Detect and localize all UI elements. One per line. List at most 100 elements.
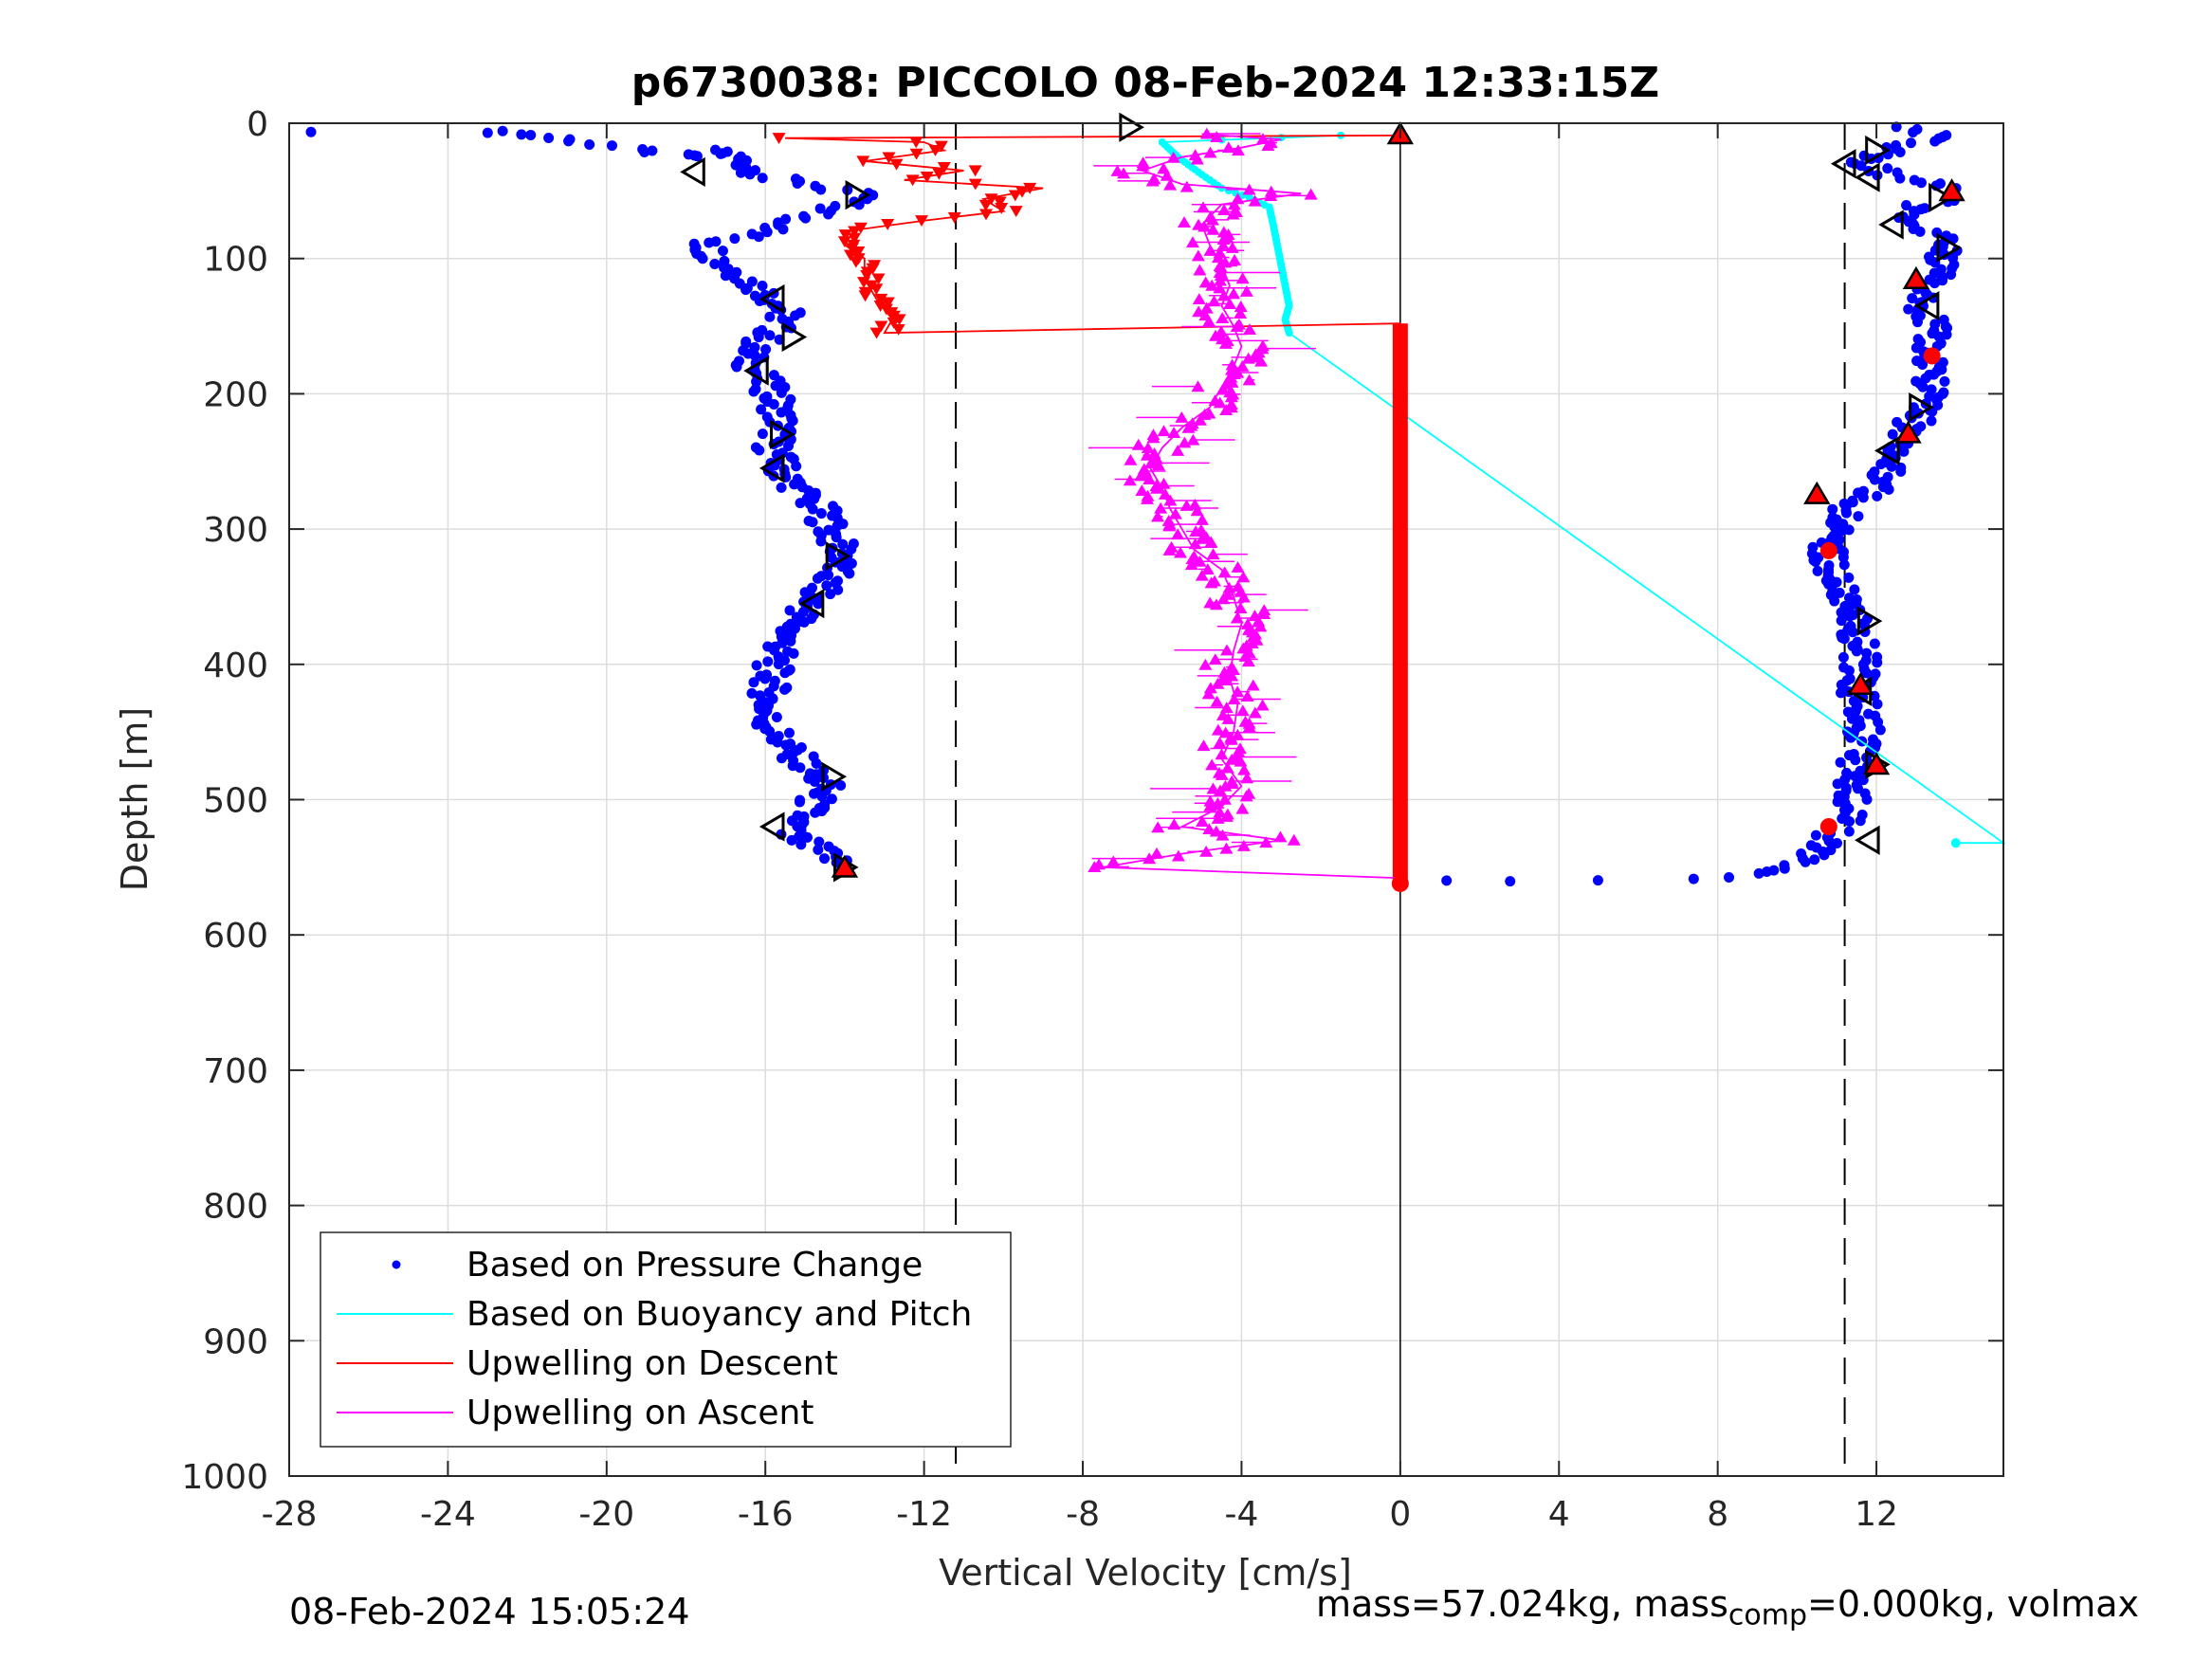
upwelling-descent-point: [892, 314, 906, 326]
segment-start-marker: [825, 541, 851, 572]
y-axis-label: Depth [m]: [114, 707, 155, 892]
upwelling-ascent-point: [1161, 514, 1176, 526]
upwelling-descent-line: [785, 134, 1401, 882]
pressure-change-point: [783, 727, 795, 738]
upwelling-ascent-point: [1147, 173, 1161, 185]
upwelling-ascent-point: [1106, 855, 1121, 867]
upwelling-ascent-point: [1215, 325, 1229, 337]
pressure-change-point: [482, 127, 493, 138]
footer-timestamp: 08-Feb-2024 15:05:24: [289, 1591, 690, 1632]
upwelling-ascent-point: [1157, 425, 1171, 437]
buoyancy-pitch-point: [1950, 838, 1961, 848]
upwelling-ascent-point: [1256, 133, 1271, 144]
pressure-change-point: [1592, 875, 1603, 886]
segment-end-marker: [1938, 178, 1965, 202]
upwelling-ascent-point: [1179, 180, 1194, 192]
upwelling-ascent-point: [1202, 407, 1216, 419]
pressure-change-point: [1779, 860, 1790, 871]
x-tick-label: -12: [896, 1495, 952, 1534]
pressure-change-point: [773, 659, 784, 670]
upwelling-descent-point: [882, 152, 896, 164]
upwelling-descent-point: [873, 301, 887, 312]
segment-end-marker: [1391, 874, 1409, 892]
segment-start-marker: [1856, 606, 1883, 636]
upwelling-ascent-point: [1232, 318, 1246, 330]
upwelling-ascent-point: [1192, 293, 1206, 305]
segment-start-marker: [1855, 825, 1880, 855]
upwelling-ascent-point: [1195, 569, 1209, 581]
pressure-change-point: [1724, 872, 1735, 884]
upwelling-ascent-point: [1287, 833, 1301, 846]
pressure-change-point: [1812, 565, 1823, 576]
pressure-change-point: [1937, 356, 1948, 368]
pressure-change-point: [1845, 620, 1856, 631]
segment-start-marker: [798, 588, 825, 619]
pressure-change-point: [584, 138, 595, 150]
upwelling-ascent-point: [1242, 647, 1256, 659]
pressure-change-point: [826, 793, 837, 805]
upwelling-ascent-point: [1203, 210, 1217, 223]
upwelling-ascent-point: [1242, 787, 1256, 799]
pressure-change-point: [777, 224, 789, 235]
pressure-change-point: [1768, 865, 1780, 876]
pressure-change-point: [809, 776, 820, 788]
pressure-change-point: [813, 844, 824, 855]
upwelling-descent-point: [857, 277, 871, 288]
upwelling-descent-point: [968, 165, 982, 177]
pressure-change-point: [1872, 699, 1883, 710]
upwelling-ascent-point: [1135, 484, 1149, 496]
upwelling-ascent-point: [1146, 428, 1161, 441]
upwelling-ascent-point: [1228, 254, 1242, 265]
upwelling-ascent-point: [1184, 558, 1198, 571]
pressure-change-point: [808, 788, 819, 799]
pressure-change-point: [786, 834, 797, 846]
pressure-change-point: [783, 440, 795, 451]
x-tick-label: 12: [1855, 1495, 1898, 1534]
upwelling-ascent-point: [1213, 246, 1227, 259]
upwelling-descent-point: [932, 168, 946, 180]
x-tick-label: 0: [1389, 1495, 1411, 1534]
pressure-change-point: [770, 380, 781, 392]
pressure-change-point: [795, 839, 807, 850]
pressure-change-point: [1848, 749, 1859, 760]
pressure-change-point: [1809, 854, 1820, 866]
upwelling-descent-point: [984, 193, 998, 206]
upwelling-ascent-point: [1197, 739, 1211, 752]
pressure-change-point: [717, 246, 728, 257]
upwelling-ascent-point: [1185, 417, 1199, 429]
pressure-change-point: [1833, 790, 1844, 801]
segment-start-marker: [845, 180, 871, 210]
pressure-change-point: [779, 684, 791, 695]
pressure-change-point: [1852, 636, 1863, 647]
upwelling-ascent-point: [1198, 309, 1213, 321]
pressure-change-point: [1924, 251, 1935, 263]
pressure-change-point: [831, 532, 842, 543]
pressure-change-point: [709, 259, 721, 270]
x-tick-label: -24: [420, 1495, 476, 1534]
pressure-change-point: [757, 428, 768, 440]
segment-end-marker: [1894, 420, 1922, 444]
pressure-change-point: [1849, 584, 1860, 595]
pressure-change-point: [764, 311, 776, 322]
pressure-change-point: [730, 159, 741, 171]
upwelling-descent-point: [848, 232, 862, 245]
segment-end-marker: [1803, 481, 1831, 504]
upwelling-ascent-point: [1235, 272, 1250, 284]
pressure-change-point: [1934, 178, 1946, 190]
upwelling-ascent-point: [1192, 218, 1206, 230]
legend: Based on Pressure Change Based on Buoyanc…: [320, 1231, 1012, 1448]
upwelling-ascent-point: [1208, 574, 1222, 587]
pressure-change-point: [1872, 490, 1883, 501]
segment-end-marker: [1862, 752, 1891, 775]
footer-mass-sub: comp: [1728, 1598, 1808, 1632]
pressure-change-point: [753, 332, 764, 343]
pressure-change-point: [688, 150, 700, 161]
upwelling-descent-point: [856, 155, 870, 168]
pressure-change-point: [1907, 293, 1918, 304]
x-tick-label: 8: [1707, 1495, 1728, 1534]
upwelling-descent-point: [838, 229, 852, 242]
upwelling-ascent-point: [1199, 531, 1214, 543]
pressure-change-point: [821, 580, 832, 592]
upwelling-ascent-point: [1231, 728, 1245, 740]
pressure-change-point: [1863, 708, 1874, 720]
